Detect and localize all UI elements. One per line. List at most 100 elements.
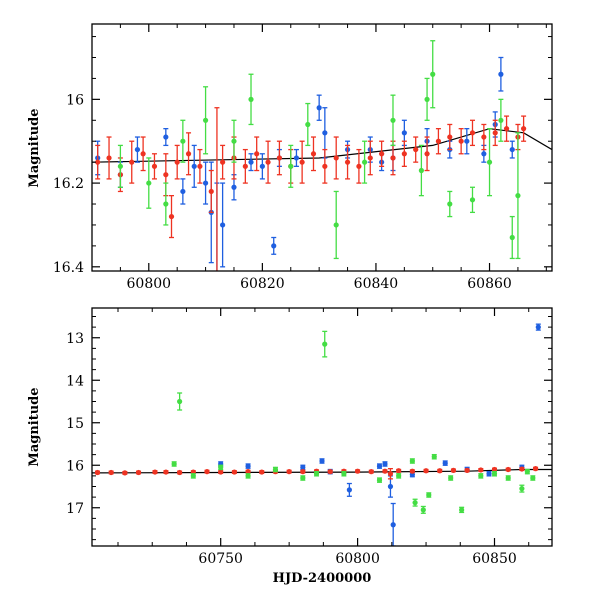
top-red-marker <box>197 163 203 169</box>
top-blue-marker <box>293 155 300 161</box>
top-x-tick-label: 60800 <box>127 276 172 292</box>
top-red-point <box>197 148 203 184</box>
bottom-red-marker <box>437 468 443 474</box>
bottom-green-point <box>431 453 437 460</box>
top-green-marker <box>288 163 294 169</box>
top-blue-marker <box>180 188 186 195</box>
top-green-marker <box>509 234 515 241</box>
top-red-point <box>458 128 464 155</box>
top-red-marker <box>458 138 464 144</box>
bottom-green-marker <box>409 458 415 464</box>
top-green-marker <box>390 117 396 123</box>
bottom-blue-marker <box>382 461 388 467</box>
bottom-y-tick-label: 13 <box>66 331 84 347</box>
top-green-point <box>180 119 186 163</box>
bottom-blue-marker <box>376 463 383 469</box>
bottom-green-point <box>519 484 525 493</box>
bottom-green-point <box>245 473 251 479</box>
bottom-red-point <box>437 468 443 474</box>
bottom-red-point <box>94 469 101 476</box>
bottom-red-marker <box>505 466 511 473</box>
bottom-plot-frame <box>91 307 553 547</box>
top-blue-marker <box>271 243 277 249</box>
bottom-green-point <box>426 492 432 498</box>
bottom-red-marker <box>286 469 292 475</box>
top-blue-marker <box>509 146 515 153</box>
bottom-red-point <box>218 469 224 475</box>
top-green-point <box>486 128 493 197</box>
top-red-point <box>208 169 214 214</box>
top-green-marker <box>486 159 493 165</box>
bottom-green-marker <box>171 461 177 467</box>
top-red-point <box>413 136 419 163</box>
bottom-y-axis-label: Magnitude <box>27 387 42 466</box>
bottom-x-tick-label: 60800 <box>335 551 380 567</box>
top-blue-marker <box>401 130 407 136</box>
top-green-marker <box>163 201 169 207</box>
bottom-green-marker <box>218 464 224 470</box>
bottom-blue-marker <box>486 471 492 477</box>
bottom-red-marker <box>519 466 525 472</box>
top-red-marker <box>322 163 328 169</box>
bottom-red-marker <box>300 469 306 475</box>
bottom-red-marker <box>423 468 429 474</box>
bottom-green-marker <box>376 477 383 483</box>
bottom-green-marker <box>459 507 465 513</box>
top-red-point <box>140 136 146 172</box>
bottom-green-point <box>376 477 383 483</box>
bottom-green-marker <box>322 341 328 347</box>
top-red-marker <box>106 155 112 161</box>
top-green-marker <box>430 71 436 77</box>
top-red-marker <box>163 172 169 178</box>
top-blue-marker <box>316 105 322 111</box>
bottom-red-marker <box>396 468 402 474</box>
bottom-red-point <box>409 468 415 474</box>
bottom-green-marker <box>177 398 183 405</box>
top-green-point <box>231 119 237 163</box>
top-green-point <box>202 86 209 155</box>
top-green-point <box>447 190 453 218</box>
top-red-point <box>492 119 498 147</box>
top-green-point <box>288 144 294 188</box>
top-green-point <box>361 140 368 184</box>
top-red-point <box>129 140 135 184</box>
top-red-point <box>220 144 226 180</box>
bottom-red-marker <box>478 467 484 473</box>
bottom-y-tick-label: 17 <box>66 501 84 517</box>
bottom-red-marker <box>231 469 237 475</box>
top-blue-point <box>248 153 254 172</box>
bottom-green-marker <box>478 473 484 479</box>
top-blue-point <box>498 56 504 92</box>
bottom-red-point <box>532 466 539 472</box>
top-red-point <box>435 128 442 155</box>
top-blue-marker <box>134 146 141 153</box>
top-red-marker <box>265 159 271 165</box>
bottom-red-marker <box>218 469 224 475</box>
bottom-green-marker <box>426 492 432 498</box>
top-red-point <box>322 148 328 184</box>
top-red-marker <box>129 159 135 165</box>
bottom-red-point <box>354 468 361 474</box>
top-red-point <box>214 107 220 271</box>
top-red-point <box>356 148 362 184</box>
top-plot-frame <box>91 23 553 272</box>
top-red-point <box>95 144 101 180</box>
top-red-marker <box>469 130 476 136</box>
top-red-marker <box>503 126 510 132</box>
top-blue-marker <box>248 159 254 165</box>
x-axis-label: HJD-2400000 <box>273 571 372 586</box>
top-blue-point <box>316 94 322 121</box>
top-y-tick-label: 16.2 <box>53 176 84 192</box>
top-blue-marker <box>202 180 209 186</box>
bottom-green-marker <box>341 471 347 477</box>
bottom-blue-point <box>382 461 388 467</box>
top-green-point <box>469 186 476 214</box>
bottom-red-marker <box>327 469 333 475</box>
top-green-point <box>498 98 504 142</box>
bottom-x-tick-label: 60750 <box>198 551 243 567</box>
bottom-green-marker <box>505 475 511 481</box>
top-y-axis-label: Magnitude <box>27 108 42 187</box>
top-green-marker <box>498 117 504 123</box>
top-red-point <box>174 144 180 180</box>
bottom-red-point <box>387 467 394 480</box>
